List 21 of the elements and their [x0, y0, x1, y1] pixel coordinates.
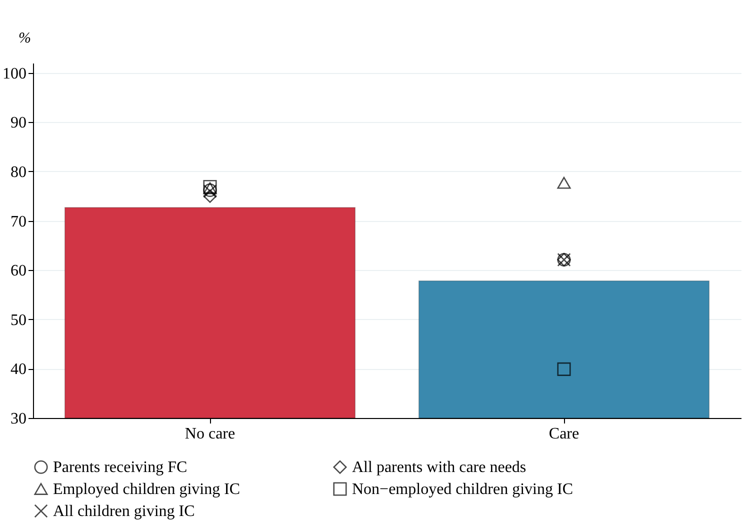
legend-label: All parents with care needs: [352, 459, 526, 476]
x-tick-label: Care: [548, 426, 580, 442]
point: [203, 182, 217, 194]
point: [203, 189, 217, 203]
legend-label: Non−employed children giving IC: [352, 481, 573, 498]
point: [557, 362, 571, 376]
y-tick-label: 70: [10, 213, 26, 230]
y-axis-title: %: [18, 30, 31, 46]
y-tick-label: 90: [10, 114, 26, 132]
point: [557, 176, 571, 189]
x-tick-label: No care: [184, 426, 236, 442]
legend-label: All children giving IC: [53, 503, 195, 520]
y-tick-label: 80: [10, 164, 26, 181]
y-tick-label: 50: [10, 312, 26, 329]
legend-label: Parents receiving FC: [53, 459, 188, 476]
y-tick-label: 100: [2, 65, 26, 82]
y-tick-label: 60: [10, 262, 26, 280]
y-tick-label: 30: [10, 410, 26, 428]
y-tick-label: 40: [10, 361, 26, 378]
point: [203, 180, 217, 194]
legend-label: Employed children giving IC: [53, 481, 240, 498]
